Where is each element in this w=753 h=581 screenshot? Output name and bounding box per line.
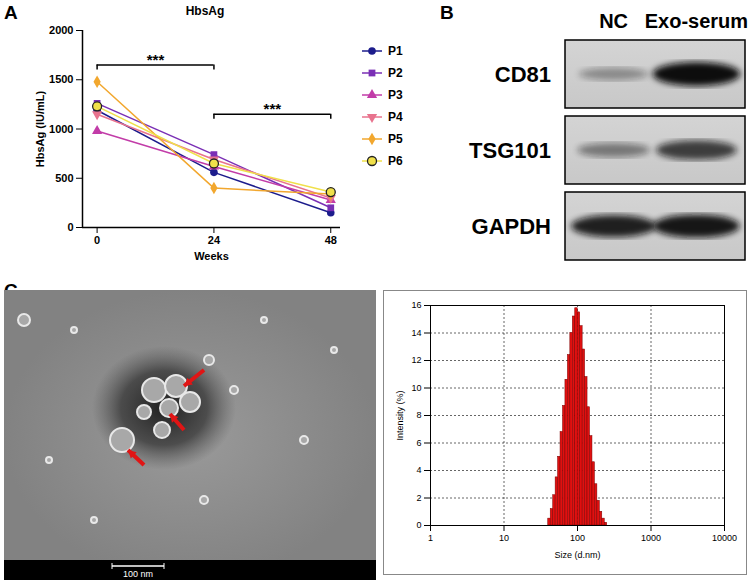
svg-text:10: 10 — [411, 383, 421, 393]
html-text:A: A — [4, 2, 18, 23]
svg-text:10: 10 — [499, 533, 509, 543]
svg-text:Intensity (%): Intensity (%) — [395, 390, 405, 440]
svg-text:6: 6 — [416, 438, 421, 448]
svg-text:0: 0 — [94, 234, 100, 246]
svg-text:100: 100 — [570, 533, 585, 543]
svg-text:500: 500 — [55, 172, 73, 184]
svg-text:CD81: CD81 — [495, 62, 551, 87]
svg-text:GAPDH: GAPDH — [472, 214, 551, 239]
svg-text:16: 16 — [411, 300, 421, 310]
svg-text:24: 24 — [208, 234, 221, 246]
svg-text:14: 14 — [411, 328, 421, 338]
svg-text:10000: 10000 — [712, 533, 737, 543]
svg-text:1: 1 — [428, 533, 433, 543]
svg-text:2000: 2000 — [49, 24, 73, 36]
html-text:P2: P2 — [388, 66, 403, 80]
svg-text:HbsAg (IU/mL): HbsAg (IU/mL) — [34, 90, 46, 167]
svg-text:8: 8 — [416, 410, 421, 420]
html-text:HbsAg: HbsAg — [185, 4, 225, 18]
svg-text:TSG101: TSG101 — [469, 138, 551, 163]
svg-text:48: 48 — [325, 234, 337, 246]
svg-text:1000: 1000 — [641, 533, 661, 543]
svg-text:Weeks: Weeks — [194, 250, 229, 262]
svg-text:Exo-serum: Exo-serum — [645, 10, 748, 32]
svg-text:Size (d.nm): Size (d.nm) — [554, 550, 600, 560]
svg-text:2: 2 — [416, 493, 421, 503]
html-text:P3: P3 — [388, 88, 403, 102]
svg-text:0: 0 — [67, 221, 73, 233]
html-text:P6: P6 — [388, 154, 403, 168]
svg-text:1000: 1000 — [49, 123, 73, 135]
svg-text:***: *** — [147, 51, 165, 68]
html-text:P1: P1 — [388, 44, 403, 58]
html-text:P4: P4 — [388, 110, 403, 124]
svg-text:12: 12 — [411, 355, 421, 365]
html-text:C: C — [4, 280, 18, 301]
svg-text:0: 0 — [416, 520, 421, 530]
svg-text:100 nm: 100 nm — [123, 569, 153, 579]
svg-text:1500: 1500 — [49, 73, 73, 85]
html-text:P5: P5 — [388, 132, 403, 146]
html-text:B: B — [440, 2, 454, 23]
svg-text:4: 4 — [416, 465, 421, 475]
svg-text:NC: NC — [599, 10, 628, 32]
svg-text:***: *** — [264, 100, 282, 117]
